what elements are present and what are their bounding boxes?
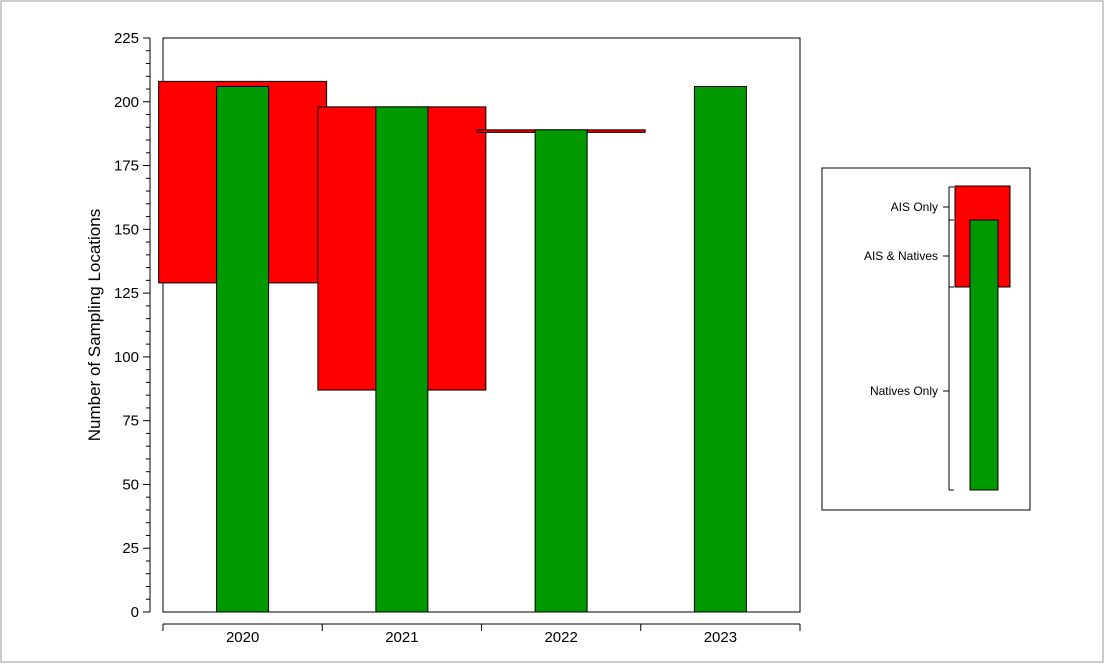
y-tick-label: 175 bbox=[114, 158, 139, 175]
y-tick-label: 225 bbox=[114, 30, 139, 47]
y-tick-label: 125 bbox=[114, 285, 139, 302]
x-tick-label: 2023 bbox=[704, 629, 737, 646]
y-tick-label: 100 bbox=[114, 349, 139, 366]
bar-natives-2020 bbox=[216, 85, 270, 613]
axes: Number of Sampling Locations 0 25 50 75 100 1… bbox=[85, 30, 801, 646]
y-tick-label: 150 bbox=[114, 221, 139, 238]
y-tick-label: 0 bbox=[131, 604, 139, 621]
y-tick-label: 25 bbox=[122, 540, 139, 557]
bar-natives-2021 bbox=[375, 106, 429, 613]
legend: AIS Only AIS & Natives Natives Only bbox=[821, 167, 1031, 511]
x-tick-label: 2020 bbox=[226, 629, 259, 646]
legend-label-ais-natives: AIS & Natives bbox=[864, 249, 938, 263]
y-tick-label: 200 bbox=[114, 94, 139, 111]
legend-label-natives-only: Natives Only bbox=[870, 384, 938, 398]
bar-natives-2022 bbox=[534, 129, 588, 613]
plot-frame bbox=[162, 37, 801, 613]
x-tick-label: 2021 bbox=[385, 629, 418, 646]
legend-swatch-natives bbox=[969, 219, 999, 491]
bar-natives-2023 bbox=[693, 85, 747, 613]
y-axis-title: Number of Sampling Locations bbox=[85, 209, 104, 441]
legend-label-ais-only: AIS Only bbox=[891, 200, 938, 214]
y-tick-label: 50 bbox=[122, 476, 139, 493]
y-tick-label: 75 bbox=[122, 413, 139, 430]
plot-area bbox=[158, 37, 801, 613]
x-tick-label: 2022 bbox=[544, 629, 577, 646]
